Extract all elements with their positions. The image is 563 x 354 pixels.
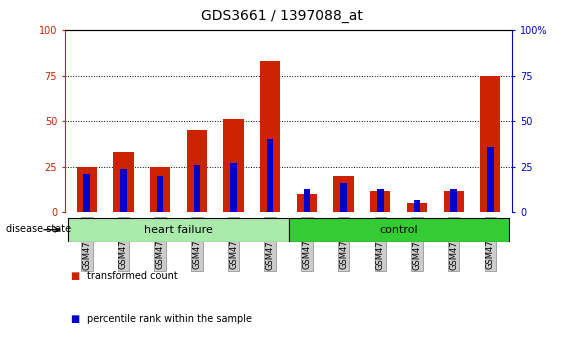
Bar <box>224 119 244 212</box>
Bar <box>340 183 347 212</box>
Bar <box>120 169 127 212</box>
Bar <box>187 130 207 212</box>
Text: percentile rank within the sample: percentile rank within the sample <box>87 314 252 324</box>
Text: transformed count: transformed count <box>87 271 178 281</box>
Text: control: control <box>379 225 418 235</box>
Bar <box>377 189 383 212</box>
Bar <box>333 176 354 212</box>
Text: ■: ■ <box>70 314 79 324</box>
Bar <box>230 163 237 212</box>
Bar <box>450 189 457 212</box>
Bar <box>487 147 494 212</box>
Bar <box>150 167 170 212</box>
Bar <box>157 176 163 212</box>
Bar <box>77 167 97 212</box>
Text: ■: ■ <box>70 271 79 281</box>
Bar <box>444 190 464 212</box>
FancyBboxPatch shape <box>69 217 289 242</box>
Bar <box>297 194 317 212</box>
Bar <box>113 152 133 212</box>
Bar <box>267 139 274 212</box>
Text: heart failure: heart failure <box>144 225 213 235</box>
Bar <box>480 76 501 212</box>
Bar <box>260 61 280 212</box>
Bar <box>303 189 310 212</box>
Text: GDS3661 / 1397088_at: GDS3661 / 1397088_at <box>200 9 363 23</box>
Text: disease state: disease state <box>6 224 71 234</box>
Bar <box>370 190 390 212</box>
Bar <box>83 174 90 212</box>
Bar <box>407 203 427 212</box>
Bar <box>194 165 200 212</box>
Bar <box>414 200 420 212</box>
FancyBboxPatch shape <box>289 217 508 242</box>
